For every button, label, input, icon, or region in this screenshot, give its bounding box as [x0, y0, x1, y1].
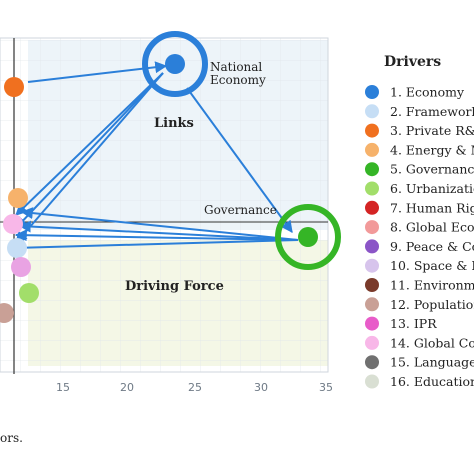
- legend-entry-label: 7. Human Rig: [390, 200, 474, 215]
- economy-highlight-ring: [142, 31, 208, 97]
- driver-point: [19, 283, 39, 303]
- legend-swatch: [365, 278, 379, 292]
- legend-entry-label: 2. Framework: [390, 104, 474, 119]
- driver-point: [4, 77, 24, 97]
- legend-entry-label: 12. Population: [390, 297, 474, 312]
- x-tick-label: 30: [254, 381, 268, 394]
- link-arrow: [20, 207, 299, 241]
- x-tick-label: 20: [120, 381, 134, 394]
- legend-entry-label: 5. Governance: [390, 162, 474, 177]
- legend-swatch: [365, 142, 379, 157]
- x-axis: 15 20 25 30 35: [56, 381, 333, 394]
- legend-swatch: [365, 355, 379, 370]
- governance-node-label: Governance: [204, 203, 277, 217]
- links-region-label: Links: [154, 116, 194, 131]
- legend-entry-label: 16. Education: [390, 374, 474, 389]
- legend-entry-label: 1. Economy: [390, 85, 465, 100]
- legend-swatch: [365, 335, 379, 350]
- caption-fragment: ors.: [0, 431, 23, 445]
- link-arrow: [186, 87, 293, 233]
- legend-title: Drivers: [384, 54, 441, 70]
- governance-highlight-ring: [275, 204, 341, 270]
- legend-entry-label: 10. Space & D: [390, 258, 474, 273]
- legend-swatch: [365, 374, 379, 389]
- legend-entry-label: 11. Environme: [390, 278, 474, 293]
- national-economy-label-line2: Economy: [210, 73, 266, 87]
- legend-swatch: [365, 162, 379, 177]
- driver-point: [7, 238, 27, 258]
- legend-entry-label: 13. IPR: [390, 316, 437, 331]
- link-arrow: [15, 72, 164, 229]
- legend-swatch: [365, 297, 379, 312]
- link-arrow: [15, 72, 164, 216]
- driver-point: [0, 303, 14, 323]
- legend-swatch: [365, 85, 379, 99]
- driver-point: [8, 188, 28, 208]
- legend: Drivers 1. Economy 2. Framework 3. Private…: [365, 54, 474, 389]
- legend-entry-label: 4. Energy & M: [390, 142, 474, 157]
- legend-entry-label: 9. Peace & Co: [390, 239, 474, 254]
- legend-entry-label: 3. Private R&D: [390, 123, 474, 138]
- driver-point: [11, 257, 31, 277]
- x-tick-label: 25: [188, 381, 202, 394]
- legend-swatch: [365, 220, 379, 235]
- legend-swatch: [365, 123, 379, 138]
- link-arrows: [12, 61, 299, 254]
- x-tick-label: 15: [56, 381, 70, 394]
- legend-entry-label: 14. Global Co: [390, 335, 474, 350]
- national-economy-label-line1: National: [210, 60, 262, 74]
- link-arrow: [12, 239, 299, 254]
- link-arrow: [14, 229, 299, 242]
- legend-swatch: [365, 181, 379, 196]
- driving-force-region-label: Driving Force: [125, 279, 224, 294]
- legend-swatch: [365, 239, 379, 254]
- legend-swatch: [365, 258, 379, 273]
- x-tick-label: 35: [319, 381, 333, 394]
- driver-point: [298, 227, 318, 247]
- legend-entry-label: 6. Urbanization: [390, 181, 474, 196]
- driver-point: [165, 54, 185, 74]
- driver-points: [0, 54, 318, 323]
- legend-swatch: [365, 200, 379, 215]
- legend-swatch: [365, 104, 379, 119]
- legend-entry-label: 15. Language S: [390, 355, 474, 370]
- legend-swatch: [365, 316, 379, 331]
- legend-entry-label: 8. Global Econ: [390, 220, 474, 235]
- driver-point: [3, 214, 23, 234]
- link-arrow: [18, 220, 299, 241]
